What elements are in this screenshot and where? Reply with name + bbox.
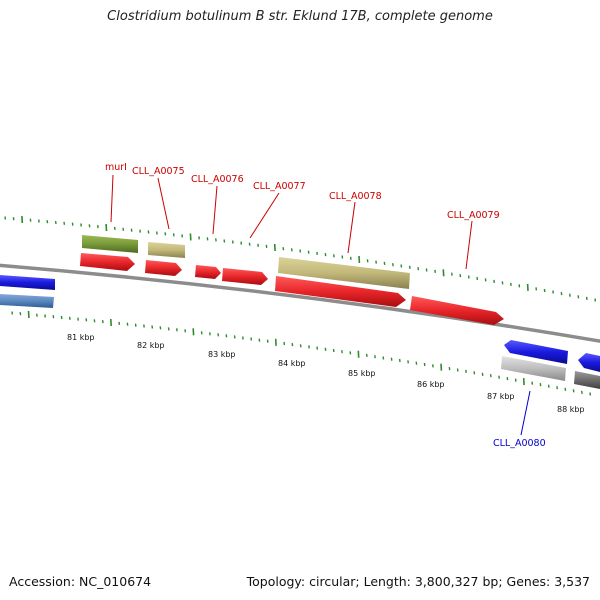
gene-arrow-forward <box>145 260 182 276</box>
gene-arrow-forward <box>80 253 135 271</box>
scale-label: 86 kbp <box>417 380 445 389</box>
gene-label-CLL_A0077: CLL_A0077 <box>253 181 306 192</box>
gene-labels: murI CLL_A0075 CLL_A0076 CLL_A0077 CLL_A… <box>105 162 546 449</box>
gene-arrow-CLL_A0076 <box>195 265 221 279</box>
upper-tick-row <box>4 215 597 302</box>
gene-label-CLL_A0078: CLL_A0078 <box>329 191 382 202</box>
gene-label-CLL_A0080: CLL_A0080 <box>493 438 546 449</box>
lower-tick-row <box>11 310 592 396</box>
gene-block-CLL_A0075 <box>148 242 185 258</box>
gene-arrow-forward <box>275 276 406 307</box>
gene-arrow-CLL_A0079 <box>410 296 504 325</box>
genome-backbone <box>0 263 600 343</box>
gene-block-murI <box>82 235 138 253</box>
genome-title: Clostridium botulinum B str. Eklund 17B,… <box>107 9 493 24</box>
gene-label-CLL_A0076: CLL_A0076 <box>191 174 244 185</box>
scale-label: 85 kbp <box>348 369 376 378</box>
gene-label-CLL_A0079: CLL_A0079 <box>447 210 500 221</box>
scale-label: 88 kbp <box>557 405 585 414</box>
gene-block-CLL_A0078 <box>278 257 410 289</box>
genome-summary-text: Topology: circular; Length: 3,800,327 bp… <box>246 574 590 589</box>
gene-block-gray <box>501 356 566 381</box>
scale-label: 81 kbp <box>67 333 95 342</box>
gene-arrow-reverse <box>578 353 600 372</box>
label-leader-lines <box>110 174 531 436</box>
gene-block-steelblue <box>0 294 54 308</box>
gene-arrow-reverse <box>0 275 55 290</box>
gene-block-darkgray <box>574 371 600 389</box>
scale-label: 84 kbp <box>278 359 306 368</box>
accession-text: Accession: NC_010674 <box>9 574 152 589</box>
gene-arrow-CLL_A0077 <box>222 268 268 285</box>
scale-label: 82 kbp <box>137 341 165 350</box>
gene-label-CLL_A0075: CLL_A0075 <box>132 166 185 177</box>
scale-label: 83 kbp <box>208 350 236 359</box>
scale-label: 87 kbp <box>487 392 515 401</box>
scale-labels: 81 kbp 82 kbp 83 kbp 84 kbp 85 kbp 86 kb… <box>67 333 585 414</box>
feature-track <box>0 235 600 389</box>
gene-arrow-CLL_A0080 <box>504 340 568 364</box>
gene-label-murI: murI <box>105 162 127 173</box>
